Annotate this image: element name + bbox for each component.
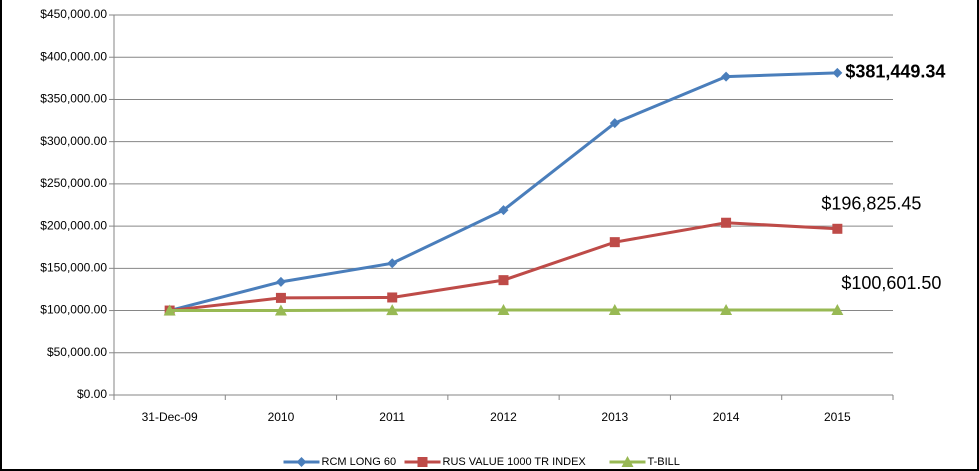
data-label: $100,601.50: [841, 273, 941, 293]
x-tick-label: 2011: [379, 410, 405, 424]
y-tick-label: $0.00: [77, 387, 107, 401]
marker: [831, 304, 844, 316]
x-tick-label: 2013: [601, 410, 628, 424]
y-tick-label: $300,000.00: [40, 134, 107, 148]
y-tick-label: $150,000.00: [40, 261, 107, 275]
y-tick-label: $50,000.00: [47, 345, 107, 359]
marker: [608, 304, 621, 316]
y-tick-label: $200,000.00: [40, 218, 107, 232]
x-tick-label: 2015: [824, 410, 851, 424]
y-tick-label: $350,000.00: [40, 92, 107, 106]
data-label: $381,449.34: [845, 62, 945, 82]
x-tick-label: 2014: [713, 410, 740, 424]
x-tick-label: 2010: [268, 410, 295, 424]
marker: [498, 205, 509, 216]
marker: [720, 304, 733, 316]
marker: [386, 304, 399, 316]
legend-label: RCM LONG 60: [322, 456, 397, 468]
marker: [387, 292, 398, 303]
y-tick-label: $400,000.00: [40, 49, 107, 63]
data-label: $196,825.45: [821, 194, 921, 214]
marker: [275, 276, 286, 287]
legend-label: T-BILL: [648, 456, 680, 468]
marker: [275, 292, 286, 303]
marker: [721, 71, 732, 82]
legend-marker: [621, 456, 634, 467]
marker: [498, 275, 509, 286]
marker: [497, 304, 510, 316]
x-tick-label: 2012: [490, 410, 517, 424]
marker: [609, 237, 620, 248]
marker: [609, 118, 620, 129]
legend-marker: [296, 457, 307, 467]
y-tick-label: $450,000.00: [40, 7, 107, 21]
marker: [387, 258, 398, 269]
marker: [163, 304, 176, 316]
legend-label: RUS VALUE 1000 TR INDEX: [443, 456, 587, 468]
marker: [721, 217, 732, 228]
y-tick-label: $100,000.00: [40, 303, 107, 317]
y-tick-label: $250,000.00: [40, 176, 107, 190]
marker: [274, 304, 287, 316]
marker: [832, 67, 843, 78]
x-tick-label: 31-Dec-09: [142, 410, 198, 424]
legend-marker: [417, 457, 428, 467]
marker: [832, 223, 843, 234]
